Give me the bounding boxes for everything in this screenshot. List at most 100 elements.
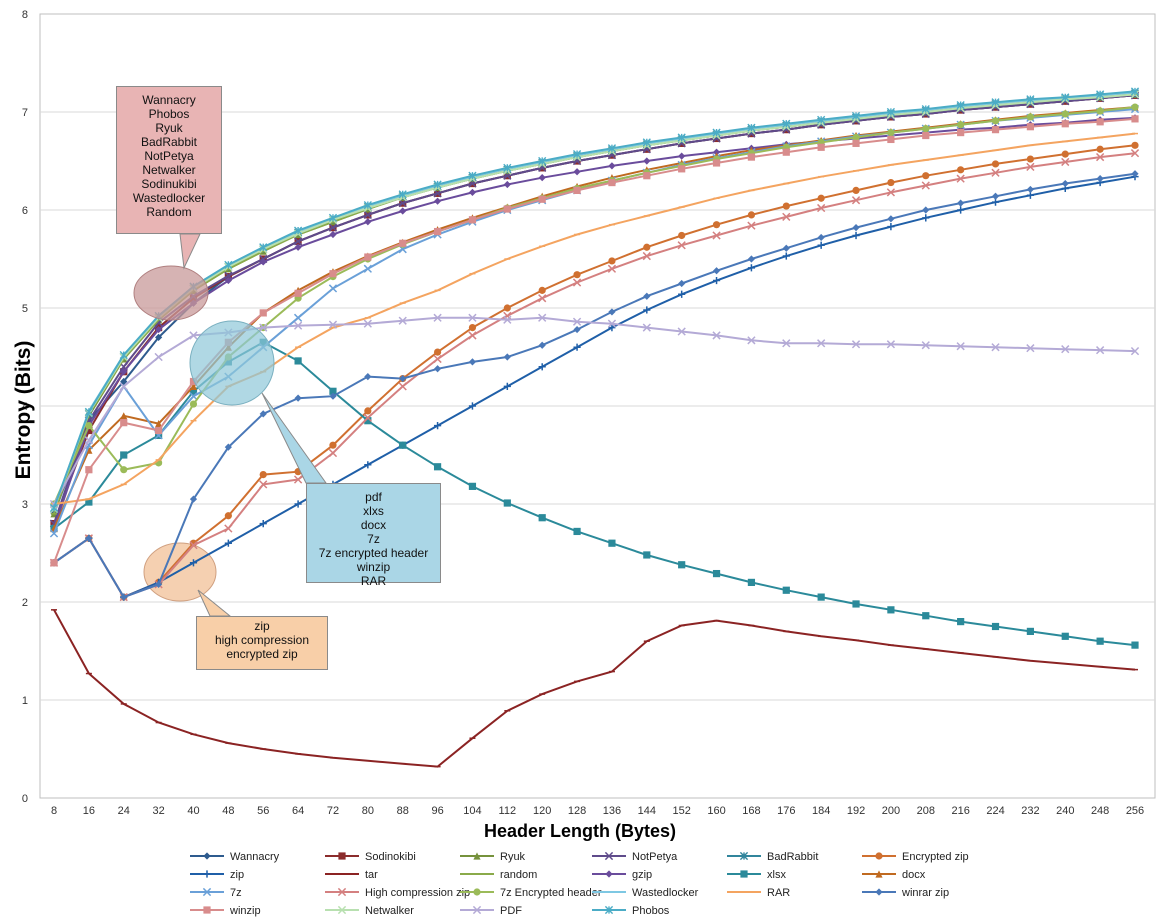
legend-item-encrypted-zip: Encrypted zip bbox=[862, 851, 969, 863]
data-point-gzip bbox=[224, 276, 232, 285]
data-point-winrar-zip bbox=[1096, 175, 1104, 183]
data-point-high-compression-zip bbox=[782, 212, 791, 221]
data-point-xlsx bbox=[364, 417, 372, 425]
zip-pointer bbox=[197, 589, 232, 617]
annotation-line: RAR bbox=[360, 574, 387, 588]
zip-highlight-ellipse bbox=[143, 542, 217, 602]
data-point-winrar-zip bbox=[782, 244, 790, 252]
data-point-winrar-zip bbox=[155, 580, 163, 588]
x-tick-label: 152 bbox=[672, 805, 690, 817]
data-point-gzip bbox=[294, 243, 302, 251]
legend-swatch-marker bbox=[203, 906, 211, 914]
legend-label: Encrypted zip bbox=[902, 851, 969, 863]
data-point-winzip bbox=[747, 153, 756, 161]
data-point-zip bbox=[538, 363, 546, 371]
legend-item-tar: tar bbox=[325, 869, 378, 881]
data-point-xlsx bbox=[294, 357, 302, 365]
data-point-zip bbox=[957, 206, 965, 214]
data-point-winzip bbox=[957, 128, 965, 137]
data-point-encrypted-zip bbox=[1096, 145, 1104, 153]
x-tick-label: 176 bbox=[777, 805, 795, 817]
data-point-sodinokibi bbox=[85, 426, 93, 435]
data-point-xlsx bbox=[573, 527, 581, 536]
data-point-gzip bbox=[468, 188, 477, 196]
data-point-pdf bbox=[712, 331, 721, 340]
data-point-xlsx bbox=[468, 482, 477, 490]
data-point-winrar-zip bbox=[399, 374, 407, 383]
data-point-pdf bbox=[84, 436, 94, 445]
legend-label: docx bbox=[902, 869, 926, 881]
data-point-7z-encrypted-header bbox=[922, 125, 930, 133]
data-point-phobos bbox=[1061, 93, 1070, 102]
data-point-xlsx bbox=[957, 618, 965, 626]
y-tick-label: 5 bbox=[22, 303, 28, 315]
legend-item-wannacry: Wannacry bbox=[190, 851, 280, 863]
data-point-encrypted-zip bbox=[503, 304, 511, 312]
data-point-xlsx bbox=[817, 593, 825, 601]
legend-label: PDF bbox=[500, 905, 522, 917]
data-point-pdf bbox=[1026, 344, 1035, 353]
legend-swatch-marker bbox=[202, 887, 212, 897]
data-point-phobos bbox=[991, 98, 1000, 107]
data-point-winrar-zip bbox=[817, 233, 825, 242]
data-point-wannacry bbox=[155, 333, 163, 341]
data-point-encrypted-zip bbox=[1061, 150, 1069, 158]
x-tick-label: 136 bbox=[603, 805, 621, 817]
data-point-encrypted-zip bbox=[1131, 141, 1139, 149]
data-point-encrypted-zip bbox=[538, 286, 546, 294]
data-point-7z-encrypted-header bbox=[852, 133, 860, 142]
data-point-xlsx bbox=[608, 539, 616, 547]
data-point-high-compression-zip bbox=[1061, 157, 1070, 167]
data-point-pdf bbox=[538, 313, 547, 322]
data-point-encrypted-zip bbox=[957, 166, 965, 174]
data-point-encrypted-zip bbox=[643, 243, 651, 251]
data-point-phobos bbox=[782, 119, 791, 128]
legend-item-sodinokibi: Sodinokibi bbox=[325, 851, 416, 863]
legend-label: zip bbox=[230, 869, 244, 881]
ransomware-pointer bbox=[179, 233, 201, 270]
data-point-phobos bbox=[294, 226, 303, 235]
data-point-7z bbox=[189, 392, 198, 401]
data-point-high-compression-zip bbox=[189, 541, 198, 550]
data-point-zip bbox=[433, 422, 442, 430]
data-point-7z-encrypted-header bbox=[189, 400, 198, 408]
data-point-phobos bbox=[572, 150, 582, 159]
x-tick-label: 208 bbox=[917, 805, 935, 817]
data-point-phobos bbox=[677, 133, 686, 142]
data-point-gzip bbox=[538, 174, 546, 182]
data-point-encrypted-zip bbox=[468, 324, 477, 332]
legend-swatch-marker bbox=[203, 852, 211, 860]
data-point-notpetya bbox=[224, 271, 233, 280]
data-point-7z-encrypted-header bbox=[1131, 103, 1139, 111]
data-point-pdf bbox=[991, 343, 1000, 352]
x-tick-label: 40 bbox=[187, 805, 199, 817]
series-line-gzip bbox=[53, 116, 1136, 529]
legend-label: RAR bbox=[767, 887, 790, 899]
annotation-line: Wastedlocker bbox=[132, 191, 206, 205]
data-point-zip bbox=[678, 290, 686, 298]
data-point-phobos bbox=[747, 123, 756, 132]
data-point-encrypted-zip bbox=[1026, 155, 1034, 163]
data-point-phobos bbox=[503, 163, 512, 172]
data-point-xlsx bbox=[712, 569, 721, 578]
data-point-winzip bbox=[608, 178, 616, 187]
data-point-7z bbox=[363, 264, 372, 273]
data-point-xlsx bbox=[1061, 632, 1069, 640]
data-point-encrypted-zip bbox=[364, 407, 372, 415]
data-point-winrar-zip bbox=[294, 394, 302, 402]
data-point-xlsx bbox=[1096, 637, 1104, 645]
data-point-pdf bbox=[607, 319, 617, 328]
data-point-phobos bbox=[956, 101, 965, 110]
data-point-7z bbox=[328, 284, 338, 293]
legend-item-rar: RAR bbox=[727, 887, 790, 899]
data-point-winrar-zip bbox=[643, 292, 651, 300]
x-axis-label: Header Length (Bytes) bbox=[484, 821, 676, 841]
legend-item-7z-encrypted-header: 7z Encrypted header bbox=[460, 887, 602, 899]
data-point-winrar-zip bbox=[678, 279, 686, 288]
data-point-winrar-zip bbox=[1061, 179, 1069, 188]
data-point-zip bbox=[887, 223, 895, 231]
legend-label: winzip bbox=[229, 905, 261, 917]
legend-swatch-marker bbox=[739, 851, 749, 861]
data-point-zip bbox=[643, 306, 651, 314]
legend-swatch-marker bbox=[604, 851, 614, 861]
